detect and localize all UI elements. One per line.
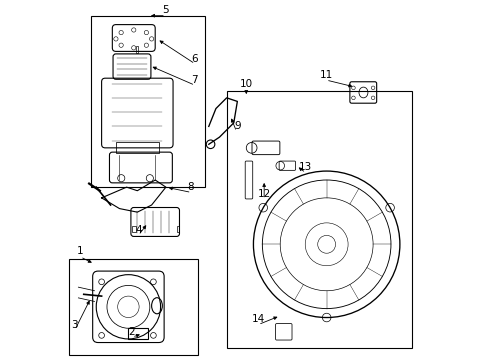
Text: 10: 10 xyxy=(239,78,252,89)
Bar xyxy=(176,226,179,232)
Text: 2: 2 xyxy=(128,327,135,337)
Bar xyxy=(69,258,198,355)
Text: 5: 5 xyxy=(163,5,169,15)
Bar xyxy=(128,328,148,339)
Bar xyxy=(132,226,135,232)
Text: 3: 3 xyxy=(71,320,78,330)
Text: 6: 6 xyxy=(191,54,198,64)
Text: 9: 9 xyxy=(234,121,240,131)
Bar xyxy=(91,16,205,187)
Text: 8: 8 xyxy=(187,182,194,192)
Text: 14: 14 xyxy=(252,314,265,324)
Text: 11: 11 xyxy=(319,69,333,80)
Text: 1: 1 xyxy=(77,247,83,256)
Text: 13: 13 xyxy=(298,162,311,172)
Text: 4: 4 xyxy=(136,225,142,235)
Text: 7: 7 xyxy=(191,75,198,85)
Text: 12: 12 xyxy=(257,189,270,199)
Bar xyxy=(135,46,138,53)
Bar xyxy=(226,91,411,348)
Bar xyxy=(116,143,159,153)
